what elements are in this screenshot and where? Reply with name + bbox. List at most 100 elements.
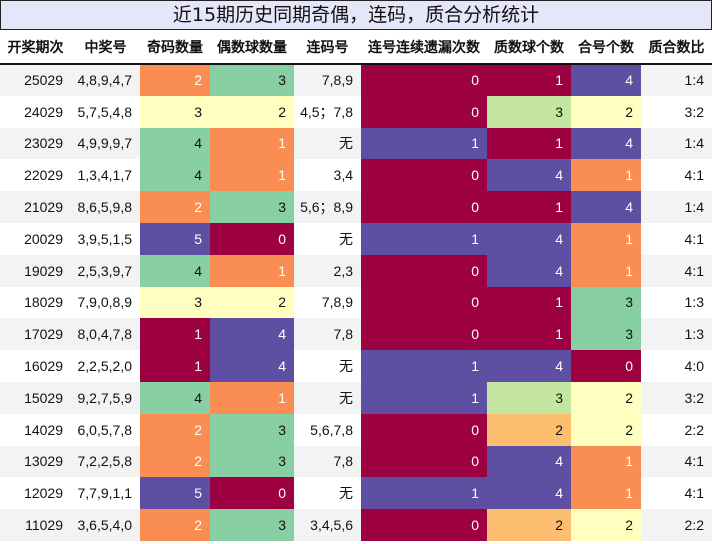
- composite-count-cell: 3: [571, 318, 641, 351]
- header-even-count: 偶数球数量: [210, 30, 294, 65]
- table-row: 15029 9,2,7,5,9 4 1 无 1 3 2 3:2: [0, 381, 712, 414]
- composite-count-cell: 2: [571, 413, 641, 446]
- consecutive-miss-cell: 0: [361, 191, 487, 223]
- table-row: 18029 7,9,0,8,9 3 2 7,8,9 0 1 3 1:3: [0, 286, 712, 319]
- composite-count-cell: 0: [571, 350, 641, 382]
- numbers-cell: 7,2,2,5,8: [71, 445, 140, 478]
- odd-count-cell: 2: [140, 509, 210, 541]
- numbers-cell: 3,9,5,1,5: [71, 222, 140, 255]
- ratio-cell: 4:1: [641, 445, 712, 478]
- ratio-cell: 1:3: [641, 318, 712, 351]
- consecutive-miss-cell: 0: [361, 286, 487, 319]
- odd-count-cell: 4: [140, 127, 210, 160]
- issue-cell: 11029: [0, 509, 71, 541]
- ratio-cell: 4:1: [641, 159, 712, 192]
- composite-count-cell: 1: [571, 254, 641, 287]
- prime-count-cell: 4: [487, 477, 571, 510]
- odd-count-cell: 3: [140, 95, 210, 128]
- ratio-cell: 4:0: [641, 350, 712, 382]
- ratio-cell: 1:4: [641, 191, 712, 223]
- issue-cell: 12029: [0, 477, 71, 510]
- composite-count-cell: 4: [571, 127, 641, 160]
- header-odd-count: 奇码数量: [140, 30, 210, 65]
- composite-count-cell: 1: [571, 477, 641, 510]
- header-row: 开奖期次 中奖号 奇码数量 偶数球数量 连码号 连号连续遗漏次数 质数球个数 合…: [0, 30, 712, 65]
- even-count-cell: 1: [210, 127, 294, 160]
- even-count-cell: 1: [210, 381, 294, 414]
- consecutive-cell: 4,5；7,8: [294, 95, 361, 128]
- header-consecutive: 连码号: [294, 30, 361, 65]
- consecutive-cell: 3,4,5,6: [294, 509, 361, 541]
- odd-count-cell: 2: [140, 64, 210, 96]
- table-row: 13029 7,2,2,5,8 2 3 7,8 0 4 1 4:1: [0, 445, 712, 478]
- table-row: 25029 4,8,9,4,7 2 3 7,8,9 0 1 4 1:4: [0, 64, 712, 96]
- table-row: 20029 3,9,5,1,5 5 0 无 1 4 1 4:1: [0, 222, 712, 255]
- even-count-cell: 3: [210, 191, 294, 223]
- table-row: 12029 7,7,9,1,1 5 0 无 1 4 1 4:1: [0, 477, 712, 510]
- consecutive-cell: 无: [294, 381, 361, 414]
- consecutive-miss-cell: 0: [361, 64, 487, 96]
- even-count-cell: 3: [210, 413, 294, 446]
- ratio-cell: 1:3: [641, 286, 712, 319]
- prime-count-cell: 4: [487, 222, 571, 255]
- consecutive-miss-cell: 0: [361, 445, 487, 478]
- numbers-cell: 6,0,5,7,8: [71, 413, 140, 446]
- even-count-cell: 4: [210, 318, 294, 351]
- prime-count-cell: 1: [487, 127, 571, 160]
- issue-cell: 16029: [0, 350, 71, 382]
- prime-count-cell: 4: [487, 445, 571, 478]
- issue-cell: 23029: [0, 127, 71, 160]
- issue-cell: 25029: [0, 64, 71, 96]
- consecutive-cell: 7,8,9: [294, 286, 361, 319]
- table-row: 16029 2,2,5,2,0 1 4 无 1 4 0 4:0: [0, 350, 712, 382]
- issue-cell: 19029: [0, 254, 71, 287]
- ratio-cell: 1:4: [641, 64, 712, 96]
- header-composite-count: 合号个数: [571, 30, 641, 65]
- consecutive-cell: 无: [294, 222, 361, 255]
- even-count-cell: 3: [210, 509, 294, 541]
- issue-cell: 13029: [0, 445, 71, 478]
- issue-cell: 21029: [0, 191, 71, 223]
- consecutive-cell: 无: [294, 350, 361, 382]
- numbers-cell: 8,6,5,9,8: [71, 191, 140, 223]
- numbers-cell: 1,3,4,1,7: [71, 159, 140, 192]
- ratio-cell: 4:1: [641, 477, 712, 510]
- table-row: 24029 5,7,5,4,8 3 2 4,5；7,8 0 3 2 3:2: [0, 95, 712, 128]
- even-count-cell: 2: [210, 95, 294, 128]
- even-count-cell: 3: [210, 445, 294, 478]
- table-row: 14029 6,0,5,7,8 2 3 5,6,7,8 0 2 2 2:2: [0, 413, 712, 446]
- composite-count-cell: 2: [571, 381, 641, 414]
- even-count-cell: 1: [210, 159, 294, 192]
- consecutive-cell: 3,4: [294, 159, 361, 192]
- even-count-cell: 0: [210, 477, 294, 510]
- header-issue: 开奖期次: [0, 30, 71, 65]
- prime-count-cell: 3: [487, 381, 571, 414]
- consecutive-cell: 无: [294, 477, 361, 510]
- ratio-cell: 4:1: [641, 222, 712, 255]
- ratio-cell: 2:2: [641, 509, 712, 541]
- even-count-cell: 2: [210, 286, 294, 319]
- prime-count-cell: 2: [487, 413, 571, 446]
- composite-count-cell: 1: [571, 222, 641, 255]
- composite-count-cell: 1: [571, 445, 641, 478]
- header-prime-count: 质数球个数: [487, 30, 571, 65]
- issue-cell: 18029: [0, 286, 71, 319]
- header-prime-composite-ratio: 质合数比: [641, 30, 712, 65]
- odd-count-cell: 4: [140, 254, 210, 287]
- consecutive-cell: 7,8: [294, 445, 361, 478]
- table-row: 23029 4,9,9,9,7 4 1 无 1 1 4 1:4: [0, 127, 712, 160]
- consecutive-miss-cell: 1: [361, 381, 487, 414]
- consecutive-cell: 5,6,7,8: [294, 413, 361, 446]
- consecutive-miss-cell: 1: [361, 222, 487, 255]
- numbers-cell: 8,0,4,7,8: [71, 318, 140, 351]
- prime-count-cell: 2: [487, 509, 571, 541]
- numbers-cell: 9,2,7,5,9: [71, 381, 140, 414]
- numbers-cell: 2,5,3,9,7: [71, 254, 140, 287]
- even-count-cell: 0: [210, 222, 294, 255]
- odd-count-cell: 4: [140, 381, 210, 414]
- numbers-cell: 4,9,9,9,7: [71, 127, 140, 160]
- composite-count-cell: 3: [571, 286, 641, 319]
- odd-count-cell: 5: [140, 222, 210, 255]
- header-consecutive-miss: 连号连续遗漏次数: [361, 30, 487, 65]
- consecutive-miss-cell: 0: [361, 95, 487, 128]
